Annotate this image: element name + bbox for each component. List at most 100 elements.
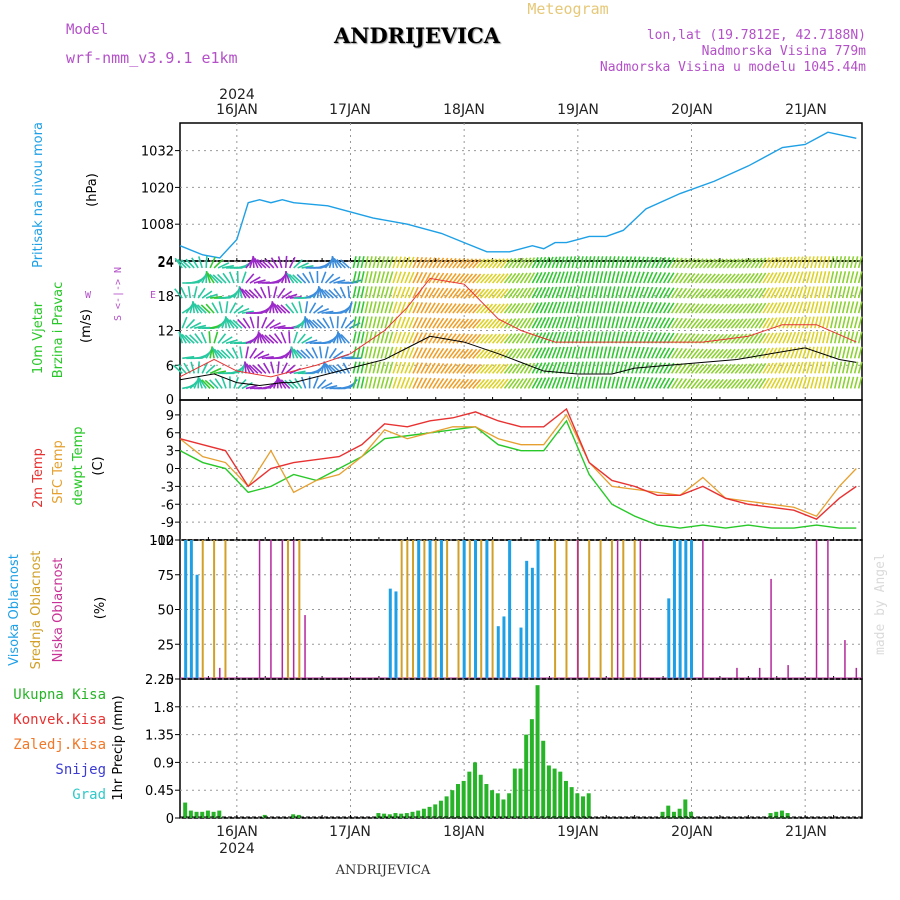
cloud-bar [565, 540, 568, 679]
wind-arrow [523, 287, 532, 299]
wind-arrow [248, 364, 259, 374]
compass-n: N [113, 267, 124, 273]
wind-arrow [260, 286, 267, 299]
wind-arrow [543, 256, 550, 269]
wind-arrow [555, 376, 562, 389]
wind-arrow [738, 348, 748, 359]
wind-arrow [778, 317, 785, 329]
wind-arrow [551, 271, 558, 284]
wind-arrow [822, 376, 827, 389]
wind-arrow [734, 288, 744, 299]
wind-arrow [507, 257, 517, 269]
wind-arrow [635, 346, 641, 359]
precip-bar [188, 810, 193, 818]
wind-arrow [322, 317, 331, 329]
wind-arrow [277, 256, 283, 269]
wind-arrow [233, 304, 244, 314]
wind-arrow [758, 287, 767, 299]
wind-arrow [690, 378, 700, 389]
wind-arrow [623, 316, 628, 329]
cloud-bar [702, 540, 704, 679]
wind-arrow [611, 301, 616, 314]
wind-arrow [539, 256, 547, 269]
wind-arrow [388, 301, 394, 314]
wind-arrow [810, 271, 815, 284]
wind-arrow [281, 290, 293, 299]
wind-arrow [841, 346, 847, 359]
wind-arrow [527, 317, 536, 329]
wind-arrow [559, 361, 565, 374]
precip-bar [450, 790, 455, 818]
wind-arrow [706, 288, 716, 299]
wind-arrow [294, 378, 303, 389]
wind-arrow [360, 271, 365, 284]
wind-arrow [392, 346, 398, 359]
wind-arrow [456, 363, 465, 374]
wind-arrow [388, 256, 394, 269]
wind-arrow [726, 318, 736, 329]
wind-arrow [762, 257, 771, 269]
wind-arrow [499, 378, 509, 389]
cloud-bar [219, 667, 221, 679]
wind-arrow [619, 301, 624, 314]
wind-arrow [198, 256, 203, 269]
wind-arrow [837, 271, 843, 284]
wind-arrow [539, 317, 547, 329]
wind-arrow [499, 363, 509, 374]
wind-arrow [408, 316, 415, 329]
wind-arrow [849, 316, 855, 329]
wind-arrow [181, 333, 191, 344]
wind-arrow [460, 348, 470, 359]
wind-arrow [316, 318, 327, 329]
wind-arrow [742, 348, 752, 359]
wind-arrow [396, 376, 402, 389]
wind-arrow [758, 317, 767, 329]
wind-arrow [444, 378, 453, 389]
cloud-bar [480, 540, 483, 679]
wind-arrow [288, 331, 291, 344]
wind-arrow [368, 316, 373, 329]
wind-arrow [643, 316, 650, 329]
wind-arrow [356, 316, 361, 329]
wind-arrow [270, 361, 275, 374]
wind-arrow [388, 316, 394, 329]
precip-bar [183, 802, 188, 818]
wind-arrow [253, 279, 266, 284]
wind-arrow [571, 286, 577, 299]
wind-arrow [662, 347, 671, 359]
wind-arrow [384, 331, 390, 344]
wind-arrow [595, 271, 600, 284]
wind-arrow [503, 363, 513, 374]
wind-arrow [806, 286, 812, 299]
wind-arrow [611, 286, 616, 299]
watermark: made by Angel [873, 553, 888, 655]
wind-arrow [400, 286, 407, 299]
cloud-bar [667, 598, 671, 679]
wind-arrow [750, 287, 759, 299]
wind-arrow [575, 301, 580, 314]
wind-arrow [372, 256, 377, 269]
wind-arrow [527, 362, 536, 374]
wind-arrow [774, 362, 782, 374]
wind-arrow [464, 288, 474, 299]
wind-arrow [706, 273, 716, 284]
wind-arrow [599, 331, 604, 344]
wind-arrow [527, 377, 536, 389]
wind-arrow [539, 377, 547, 389]
wind-arrow [265, 319, 275, 329]
wind-arrow [444, 318, 453, 329]
precip-bar [495, 793, 500, 818]
wind-arrow [356, 376, 361, 389]
wind-arrow [694, 363, 704, 374]
wind-arrow [818, 301, 823, 314]
wind-arrow [503, 333, 513, 344]
wind-arrow [464, 318, 474, 329]
wind-arrow [321, 382, 333, 390]
wind-arrow [212, 274, 223, 284]
wind-arrow [468, 333, 478, 344]
wind-top-label: 24 [157, 256, 174, 271]
wind-arrow [563, 331, 569, 344]
wind-arrow [258, 332, 267, 344]
y-tick-label: 6 [166, 427, 174, 442]
wind-arrow [742, 363, 752, 374]
